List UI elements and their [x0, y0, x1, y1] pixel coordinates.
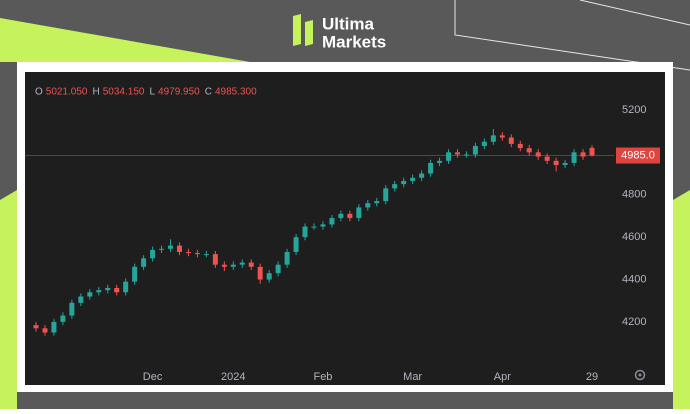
candle-body	[544, 156, 550, 161]
candle-body	[311, 226, 317, 228]
last-price-box	[616, 147, 660, 164]
candle-body	[589, 147, 595, 156]
logo-mark	[305, 20, 313, 46]
candle-body	[472, 145, 478, 155]
decor-line	[454, 0, 690, 71]
candle-body	[365, 203, 371, 208]
candle-body	[535, 152, 541, 157]
x-tick-label: Feb	[313, 371, 332, 383]
ohlc-value: 4979.950	[158, 87, 200, 98]
y-tick-label: 4800	[622, 189, 646, 201]
ohlc-key: H	[93, 87, 100, 98]
candle-body	[508, 137, 514, 144]
candle-body	[176, 245, 182, 252]
candle-body	[562, 162, 568, 166]
candle-body	[275, 264, 281, 274]
candle-body	[383, 188, 389, 202]
candle-body	[302, 226, 308, 238]
candle-body	[293, 237, 299, 252]
logo-mark	[293, 14, 301, 46]
candle-body	[230, 264, 236, 267]
x-tick-label: 2024	[221, 371, 245, 383]
ohlc-key: L	[149, 87, 155, 98]
brand-line: Ultima	[322, 14, 375, 33]
candle-body	[410, 177, 416, 181]
x-tick-label: 29	[586, 371, 598, 383]
candle-body	[69, 302, 75, 316]
candle-body	[437, 160, 443, 163]
candle-body	[248, 262, 254, 267]
candle-body	[239, 262, 245, 265]
accent	[0, 190, 17, 409]
candle-body	[203, 254, 209, 256]
candle-body	[105, 288, 111, 291]
y-tick-label: 4600	[622, 231, 646, 243]
candle-body	[185, 251, 191, 254]
candle-body	[51, 321, 57, 333]
brand-line: Markets	[322, 32, 386, 51]
candle-body	[580, 152, 586, 157]
candle-body	[78, 296, 84, 303]
decor-line	[579, 0, 690, 26]
accent	[673, 190, 690, 409]
ohlc-value: 5021.050	[46, 87, 88, 98]
chart-area	[25, 72, 665, 385]
candle-body	[96, 290, 102, 293]
accent	[0, 18, 250, 62]
ohlc-value: 5034.150	[103, 87, 145, 98]
candle-body	[159, 248, 165, 250]
candle-body	[60, 315, 66, 322]
ohlc-key: C	[205, 87, 212, 98]
y-tick-label: 4400	[622, 273, 646, 285]
candle-body	[347, 213, 353, 219]
candle-body	[168, 245, 174, 249]
candle-body	[212, 254, 218, 265]
candle-body	[490, 135, 496, 142]
x-tick-label: Mar	[403, 371, 422, 383]
candle-body	[114, 288, 120, 293]
candle-body	[553, 160, 559, 166]
y-tick-label: 5200	[622, 104, 646, 116]
candle-body	[428, 162, 434, 174]
y-tick-label: 4200	[622, 316, 646, 328]
candle-body	[338, 213, 344, 219]
candle-body	[329, 218, 335, 225]
candle-body	[517, 143, 523, 149]
candle-body	[481, 141, 487, 146]
candle-body	[374, 201, 380, 204]
settings-icon[interactable]	[634, 369, 646, 381]
candle-body	[499, 135, 505, 138]
candle-body	[284, 251, 290, 265]
candle-body	[194, 253, 200, 255]
candle-body	[356, 207, 362, 219]
candle-body	[266, 273, 272, 280]
candle-body	[401, 180, 407, 185]
candle-body	[221, 264, 227, 267]
last-price-label: 4985.0	[621, 149, 655, 161]
candle-body	[257, 266, 263, 280]
candle-body	[150, 249, 156, 259]
candle-body	[141, 258, 147, 267]
candle-body	[33, 325, 39, 329]
candle-body	[446, 152, 452, 161]
candle-body	[571, 152, 577, 163]
ohlc-value: 4985.300	[215, 87, 257, 98]
candle-body	[132, 266, 138, 282]
candle-body	[392, 184, 398, 189]
ohlc-key: O	[35, 87, 43, 98]
plot: O 5021.050 H 5034.150 L 4979.950 C 4985.300 4200…	[25, 87, 660, 383]
candle-body	[42, 328, 48, 333]
candle-body	[419, 173, 425, 178]
candle-body	[463, 154, 469, 156]
candle-body	[454, 152, 460, 155]
candle-body	[526, 148, 532, 153]
candle-body	[87, 292, 93, 297]
x-tick-label: Dec	[143, 371, 163, 383]
candle-body	[320, 224, 326, 227]
x-tick-label: Apr	[494, 371, 511, 383]
candle-body	[123, 281, 129, 293]
